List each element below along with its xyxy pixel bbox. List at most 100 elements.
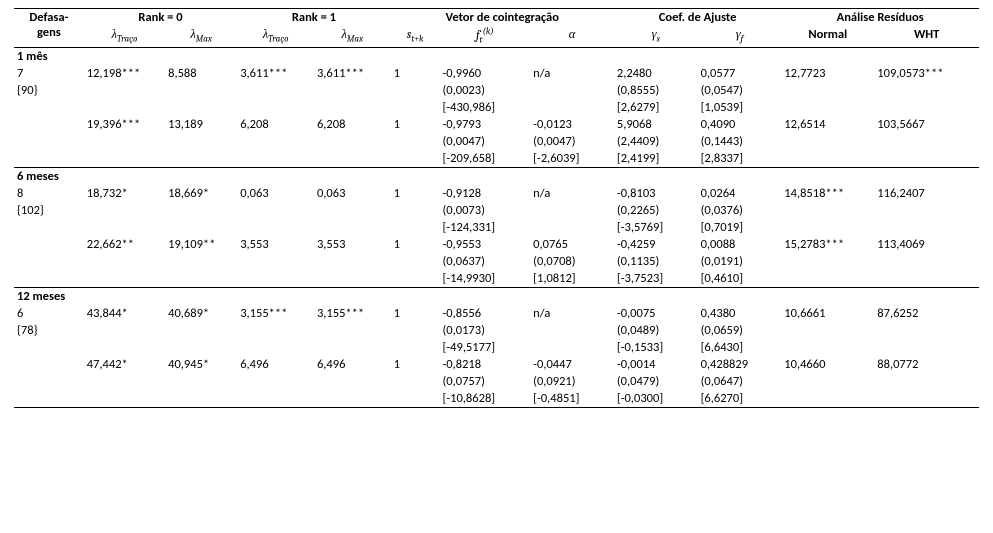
hdr-defas: Defasa- gens — [14, 9, 84, 48]
data-cell — [165, 99, 237, 116]
data-cell — [314, 99, 391, 116]
data-cell: 6,208 — [237, 116, 314, 133]
data-cell — [84, 270, 165, 288]
data-cell: 3,553 — [314, 236, 391, 253]
data-cell — [874, 339, 979, 356]
coint-table: Defasa- gens Rank = 0 Rank = 1 Vetor de … — [14, 8, 979, 408]
data-cell — [84, 253, 165, 270]
data-cell: (0,2265) — [614, 202, 698, 219]
data-cell — [314, 202, 391, 219]
data-cell — [314, 133, 391, 150]
data-cell: -0,0447 — [530, 356, 614, 373]
data-cell: 113,4069 — [874, 236, 979, 253]
data-cell — [84, 202, 165, 219]
data-cell: -0,0014 — [614, 356, 698, 373]
hdr-vcoint: Vetor de cointegração — [391, 9, 614, 27]
data-cell — [314, 390, 391, 408]
data-cell: (0,0191) — [698, 253, 782, 270]
data-cell — [874, 322, 979, 339]
data-cell — [391, 150, 440, 168]
data-cell: 6,496 — [314, 356, 391, 373]
hdr-ltraco0: λTraço — [112, 28, 138, 42]
hdr-resid: Análise Resíduos — [781, 9, 979, 27]
data-cell: (0,0073) — [439, 202, 530, 219]
data-cell: (0,0757) — [439, 373, 530, 390]
data-cell — [237, 99, 314, 116]
data-cell: 18,669* — [165, 185, 237, 202]
lag-cell: 6 — [14, 305, 84, 322]
data-cell — [314, 339, 391, 356]
data-cell — [874, 253, 979, 270]
data-cell: (0,0921) — [530, 373, 614, 390]
data-cell — [781, 219, 874, 236]
data-cell: -0,0123 — [530, 116, 614, 133]
data-cell: (0,0637) — [439, 253, 530, 270]
data-cell: 12,6514 — [781, 116, 874, 133]
data-cell: [1,0812] — [530, 270, 614, 288]
hdr-cajuste: Coef. de Ajuste — [614, 9, 781, 27]
data-cell — [781, 322, 874, 339]
data-cell: (0,0547) — [698, 82, 782, 99]
data-cell: 1 — [391, 65, 440, 82]
data-cell: 0,428829 — [698, 356, 782, 373]
data-cell: 0,0765 — [530, 236, 614, 253]
data-cell: (0,0047) — [439, 133, 530, 150]
lag-cell — [14, 236, 84, 253]
data-cell: [-430,986] — [439, 99, 530, 116]
lag-cell: {78} — [14, 322, 84, 339]
data-cell: [6,6270] — [698, 390, 782, 408]
data-cell: 10,4660 — [781, 356, 874, 373]
data-cell: (0,1135) — [614, 253, 698, 270]
data-cell — [165, 150, 237, 168]
data-cell — [391, 133, 440, 150]
data-cell — [84, 150, 165, 168]
data-cell: 116,2407 — [874, 185, 979, 202]
data-cell — [391, 322, 440, 339]
data-cell — [781, 99, 874, 116]
data-cell: 40,689* — [165, 305, 237, 322]
data-cell: 0,4380 — [698, 305, 782, 322]
data-cell: [-209,658] — [439, 150, 530, 168]
section-title: 12 meses — [14, 287, 979, 305]
lag-cell: 7 — [14, 65, 84, 82]
lag-cell — [14, 99, 84, 116]
data-cell: 3,611*** — [314, 65, 391, 82]
data-cell: [-2,6039] — [530, 150, 614, 168]
data-cell: 1 — [391, 236, 440, 253]
data-cell: 19,396*** — [84, 116, 165, 133]
lag-cell — [14, 270, 84, 288]
data-cell: 1 — [391, 116, 440, 133]
data-cell: [-0,1533] — [614, 339, 698, 356]
data-cell — [530, 82, 614, 99]
data-cell: 19,109** — [165, 236, 237, 253]
data-cell: -0,9793 — [439, 116, 530, 133]
data-cell: 14,8518*** — [781, 185, 874, 202]
data-cell — [165, 202, 237, 219]
hdr-lmax1: λMax — [342, 28, 364, 42]
hdr-rank0: Rank = 0 — [84, 9, 237, 27]
data-cell — [237, 390, 314, 408]
data-cell: [2,4199] — [614, 150, 698, 168]
data-cell: (0,0047) — [530, 133, 614, 150]
data-cell — [391, 253, 440, 270]
data-cell: 0,0088 — [698, 236, 782, 253]
data-cell — [391, 82, 440, 99]
lag-cell — [14, 150, 84, 168]
data-cell — [84, 322, 165, 339]
data-cell: [0,7019] — [698, 219, 782, 236]
data-cell — [237, 253, 314, 270]
data-cell — [314, 150, 391, 168]
data-cell — [165, 82, 237, 99]
data-cell: 0,4090 — [698, 116, 782, 133]
data-cell: 5,9068 — [614, 116, 698, 133]
data-cell — [165, 373, 237, 390]
lag-cell — [14, 373, 84, 390]
data-cell: [2,8337] — [698, 150, 782, 168]
lag-cell — [14, 219, 84, 236]
data-cell: [-124,331] — [439, 219, 530, 236]
data-cell: 0,063 — [314, 185, 391, 202]
data-cell — [530, 202, 614, 219]
data-cell — [165, 133, 237, 150]
data-cell: [6,6430] — [698, 339, 782, 356]
data-cell: 0,063 — [237, 185, 314, 202]
